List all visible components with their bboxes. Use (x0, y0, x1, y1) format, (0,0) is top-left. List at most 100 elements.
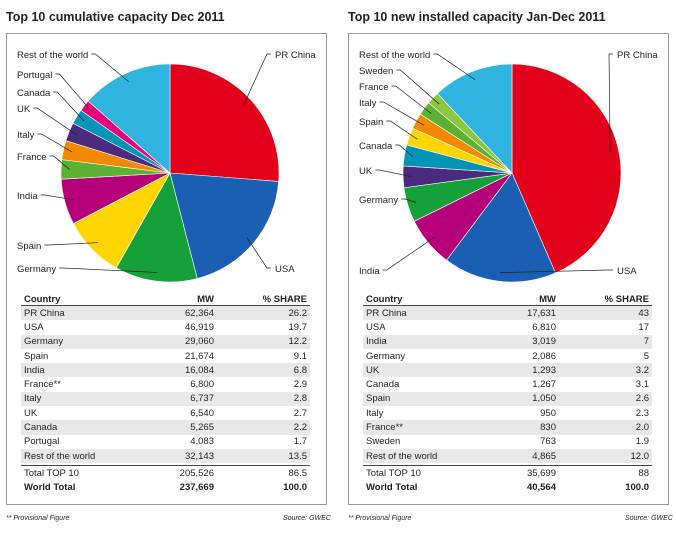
cell-mw: 6,540 (190, 407, 214, 419)
cell-share: 26.2 (288, 307, 308, 319)
cell-share: 1.7 (293, 436, 307, 448)
leader-line-pr-china (243, 53, 271, 106)
cell-country: Germany (366, 350, 406, 362)
leader-line-canada (53, 91, 85, 122)
leader-line-usa (246, 237, 271, 269)
cell-mw: 950 (540, 407, 556, 419)
leader-line-uk (33, 107, 78, 136)
cell-share: 7 (643, 336, 649, 348)
leader-line-germany (59, 267, 157, 273)
table-row: PR China 17,631 43 (363, 306, 652, 321)
cell-country: Sweden (366, 436, 401, 448)
cell-mw: 1,293 (532, 364, 556, 376)
source-cumulative: Source: GWEC (283, 515, 331, 522)
total-label: Total TOP 10 (366, 467, 421, 479)
cell-country: PR China (24, 307, 65, 319)
table-cumulative: Country MW % SHARE PR China 62,364 26.2 USA… (21, 292, 310, 495)
table-row: Canada 1,267 3.1 (363, 377, 652, 391)
pie-slice-pr-china (511, 63, 622, 274)
pie-slice-rest-of-the-world (436, 63, 513, 174)
cell-share: 9.1 (293, 350, 307, 362)
cell-mw: 5,265 (190, 422, 214, 434)
cell-share: 2.7 (293, 407, 307, 419)
table-row: India 3,019 7 (363, 334, 652, 349)
leader-line-pr-china (608, 53, 613, 153)
table-row: France** 6,800 2.9 (21, 377, 310, 391)
leader-line-sweden (396, 69, 440, 105)
cell-country: PR China (366, 307, 407, 319)
world-label: World Total (366, 482, 418, 494)
cell-country: USA (24, 321, 44, 333)
leader-line-spain (386, 120, 418, 140)
pie-chart-cumulative: PR China USA Germany Spain India France Italy U… (17, 50, 316, 283)
table-row: USA 46,919 19.7 (21, 320, 310, 334)
pie-label-france: France (359, 82, 389, 93)
world-mw: 237,669 (179, 482, 214, 494)
header-mw: MW (539, 294, 556, 305)
cell-mw: 16,084 (184, 364, 214, 376)
pie-label-canada: Canada (359, 141, 393, 152)
cell-share: 2.9 (293, 379, 307, 391)
table-row: Italy 6,737 2.8 (21, 391, 310, 407)
leader-line-italy (37, 133, 73, 153)
cell-mw: 21,674 (184, 350, 214, 362)
cell-country: Italy (24, 393, 42, 405)
pie-label-spain: Spain (359, 117, 383, 128)
cell-mw: 4,083 (190, 436, 214, 448)
pie-label-germany: Germany (17, 264, 56, 275)
cell-share: 13.5 (288, 450, 308, 462)
cell-mw: 17,631 (526, 307, 556, 319)
pie-label-rest-of-the-world: Rest of the world (359, 50, 430, 61)
leader-line-spain (44, 242, 98, 246)
cell-country: Spain (366, 393, 391, 405)
pie-label-india: India (17, 191, 38, 202)
cell-share: 2.3 (635, 407, 649, 419)
pie-chart-new-installed: PR China USA India Germany UK Canada Spain Ital… (359, 50, 658, 283)
cell-country: Germany (24, 336, 64, 348)
cell-share: 1.9 (635, 436, 649, 448)
pie-slice-usa (169, 172, 279, 279)
table-row: Rest of the world 4,865 12.0 (363, 448, 652, 464)
total-label: Total TOP 10 (24, 467, 79, 479)
cell-country: Italy (366, 407, 384, 419)
cell-mw: 6,737 (190, 393, 214, 405)
leader-line-rest-of-the-world (91, 53, 129, 82)
leader-line-germany (401, 198, 417, 203)
cell-country: Rest of the world (366, 450, 438, 462)
pie-label-rest-of-the-world: Rest of the world (17, 50, 88, 61)
pie-slice-germany (115, 172, 198, 283)
total-share: 86.5 (288, 467, 308, 479)
header-country: Country (366, 294, 403, 305)
leader-line-canada (395, 144, 414, 158)
table-row: UK 6,540 2.7 (21, 406, 310, 420)
cell-country: UK (366, 364, 380, 376)
leader-line-rest-of-the-world (433, 53, 476, 81)
pie-label-uk: UK (17, 104, 31, 115)
cell-country: UK (24, 407, 38, 419)
pie-label-pr-china: PR China (617, 50, 658, 61)
footnote-cumulative: ** Provisional Figure (6, 515, 70, 522)
pie-label-pr-china: PR China (275, 50, 316, 61)
panel-title-cumulative: Top 10 cumulative capacity Dec 2011 (6, 10, 225, 24)
cell-mw: 4,865 (532, 450, 556, 462)
cell-mw: 46,919 (184, 321, 214, 333)
table-header: Country MW % SHARE (363, 292, 652, 306)
table-row: UK 1,293 3.2 (363, 363, 652, 378)
pie-label-spain: Spain (17, 241, 41, 252)
pie-label-germany: Germany (359, 195, 398, 206)
cell-mw: 62,364 (184, 307, 214, 319)
leader-line-india (382, 236, 436, 271)
cell-country: France** (366, 422, 403, 434)
cell-mw: 3,019 (532, 336, 556, 348)
leader-line-uk (375, 169, 412, 177)
cell-share: 17 (638, 321, 649, 333)
cell-mw: 763 (540, 436, 556, 448)
cell-country: India (366, 336, 387, 348)
table-row: USA 6,810 17 (363, 320, 652, 334)
world-mw: 40,564 (526, 482, 556, 494)
cell-country: USA (366, 321, 386, 333)
table-row: Germany 29,060 12.2 (21, 334, 310, 349)
leader-line-france (49, 155, 71, 170)
world-row: World Total 237,669 100.0 (21, 481, 310, 495)
world-share: 100.0 (283, 482, 307, 494)
